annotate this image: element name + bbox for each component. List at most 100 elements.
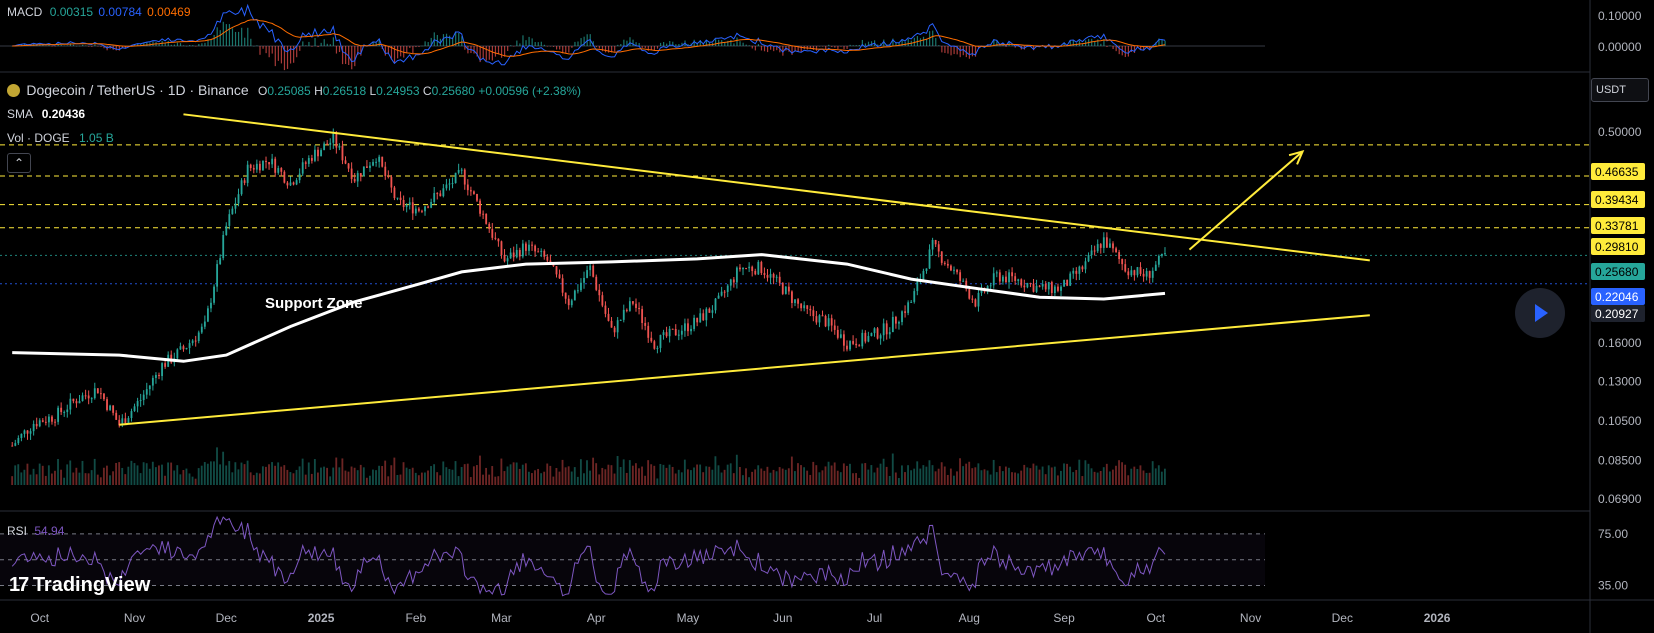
volume-bar	[971, 468, 974, 485]
volume-bar	[255, 472, 258, 485]
macd-histogram-bar	[877, 44, 879, 46]
volume-bar	[931, 465, 934, 485]
macd-histogram-bar	[687, 44, 689, 46]
candle-body	[1060, 286, 1062, 291]
volume-bar	[390, 465, 393, 485]
volume-bar	[732, 473, 735, 485]
volume-bar	[790, 456, 793, 485]
candle-body	[29, 431, 32, 434]
candle-body	[735, 267, 738, 283]
macd-signal-value: 0.00784	[98, 5, 142, 19]
macd-histogram-bar	[91, 46, 93, 47]
volume-bar	[980, 470, 983, 485]
macd-histogram-bar	[953, 46, 955, 55]
currency-selector[interactable]: USDT	[1591, 78, 1649, 102]
candle-body	[586, 270, 588, 278]
volume-bar	[301, 458, 304, 485]
macd-histogram-bar	[403, 46, 405, 58]
macd-histogram-bar	[974, 46, 977, 57]
macd-histogram-bar	[63, 45, 65, 47]
candle-body	[121, 418, 124, 426]
candle-body	[476, 193, 478, 201]
macd-histogram-bar	[763, 46, 766, 52]
candle-body	[237, 194, 240, 204]
volume-bar	[1130, 468, 1133, 485]
candle-body	[289, 182, 292, 186]
macd-histogram-bar	[922, 36, 925, 46]
candle-body	[219, 258, 222, 265]
candle-body	[622, 309, 625, 320]
candle-body	[473, 191, 475, 194]
macd-histogram-bar	[1109, 45, 1111, 46]
volume-bar	[922, 465, 925, 485]
volume-bar	[745, 468, 747, 485]
macd-histogram-bar	[840, 46, 842, 47]
candle-body	[280, 168, 283, 172]
candle-body	[130, 411, 133, 419]
macd-histogram-bar	[675, 44, 677, 46]
macd-histogram-bar	[739, 41, 741, 46]
candle-body	[858, 345, 861, 347]
volume-bar	[35, 474, 38, 485]
tradingview-logo[interactable]: 17 TradingView	[9, 574, 150, 597]
sma-line	[12, 253, 1166, 363]
volume-bar	[638, 468, 640, 485]
candle-body	[971, 298, 974, 300]
sma-legend[interactable]: SMA 0.20436	[7, 107, 85, 121]
candle-body	[402, 200, 405, 208]
candle-body	[696, 317, 699, 323]
macd-histogram-bar	[702, 43, 704, 46]
candle-body	[846, 345, 848, 350]
time-axis-label: May	[677, 611, 700, 625]
macd-histogram-bar	[947, 46, 949, 54]
volume-bar	[543, 471, 546, 485]
volume-bar	[870, 465, 873, 485]
volume-bar	[188, 473, 191, 485]
volume-bar	[96, 474, 99, 485]
candle-body	[491, 229, 494, 238]
macd-histogram-bar	[458, 32, 460, 46]
volume-bar	[249, 472, 252, 485]
time-axis-label: Dec	[216, 611, 237, 625]
macd-histogram-bar	[1094, 41, 1096, 46]
candle-body	[14, 443, 17, 446]
candle-body	[399, 197, 402, 201]
candle-body	[457, 170, 460, 173]
macd-histogram-bar	[69, 43, 72, 46]
symbol-title[interactable]: Dogecoin / TetherUS · 1D · Binance	[26, 82, 249, 98]
macd-histogram-bar	[311, 46, 313, 47]
volume-bar	[537, 468, 539, 485]
volume-bar	[494, 476, 497, 485]
play-button[interactable]	[1515, 288, 1565, 338]
candle-body	[1164, 253, 1166, 255]
volume-bar	[69, 460, 72, 485]
macd-histogram-bar	[513, 46, 515, 47]
volume-bar	[1115, 465, 1117, 485]
ohlc-open: O0.25085	[258, 84, 314, 98]
candle-body	[680, 330, 683, 335]
macd-histogram-bar	[638, 42, 640, 46]
volume-bar	[904, 472, 906, 485]
volume-bar	[815, 465, 818, 485]
macd-histogram-bar	[341, 46, 344, 65]
candle-body	[717, 295, 720, 299]
macd-histogram-bar	[822, 46, 824, 47]
volume-bar	[164, 475, 166, 485]
collapse-legend-button[interactable]: ⌃	[7, 153, 31, 173]
volume-bar	[1112, 469, 1114, 485]
candle-body	[378, 156, 381, 162]
candle-body	[549, 260, 552, 264]
macd-histogram-bar	[167, 40, 169, 46]
time-axis-label: Sep	[1053, 611, 1075, 625]
candle-body	[1121, 259, 1124, 265]
candle-body	[815, 316, 818, 323]
volume-bar	[962, 466, 965, 485]
volume-bar	[29, 474, 32, 485]
macd-histogram-bar	[611, 46, 613, 53]
macd-histogram-bar	[797, 46, 799, 52]
candle-body	[610, 320, 613, 328]
ohlc-low: L0.24953	[369, 84, 422, 98]
volume-bar	[99, 477, 102, 485]
volume-legend[interactable]: Vol · DOGE 1.05 B	[7, 131, 114, 145]
